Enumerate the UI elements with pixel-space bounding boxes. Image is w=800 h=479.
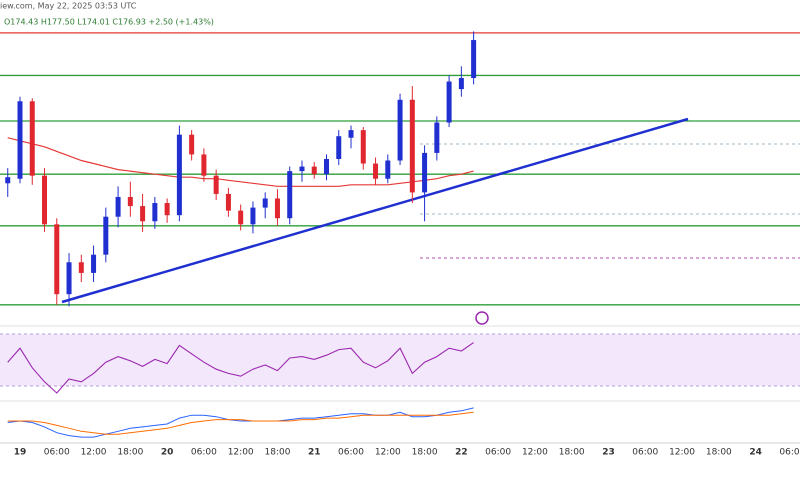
candle-body — [385, 160, 391, 179]
x-tick-label: 06:00 — [485, 448, 511, 458]
candle-body — [29, 101, 35, 176]
candle-body — [201, 154, 207, 176]
candle-body — [397, 99, 403, 161]
candle-body — [360, 130, 366, 164]
x-tick-label: 18:00 — [559, 448, 585, 458]
candle-body — [176, 134, 182, 216]
moving-average — [7, 137, 474, 187]
macd-line — [7, 407, 474, 438]
candle-body — [250, 207, 256, 225]
candle-body — [274, 198, 280, 219]
ohlc-text: O174.43 H177.50 L174.01 C176.93 +2.50 (+… — [4, 18, 214, 27]
x-tick-label: 21 — [308, 448, 321, 458]
candle-body — [348, 130, 354, 138]
candle-body — [409, 99, 415, 193]
candle-body — [213, 175, 219, 194]
x-tick-label: 06:00 — [44, 448, 70, 458]
candle-body — [164, 203, 170, 216]
x-tick-label: 22 — [455, 448, 468, 458]
candle-body — [152, 203, 158, 222]
x-tick-label: 18:00 — [264, 448, 290, 458]
candle-body — [238, 210, 244, 225]
candle-body — [17, 101, 23, 179]
x-tick-label: 12:00 — [375, 448, 401, 458]
x-tick-label: 20 — [161, 448, 174, 458]
candle-body — [54, 224, 60, 295]
x-tick-label: 12:00 — [669, 448, 695, 458]
candle-body — [127, 196, 133, 207]
candle-body — [287, 171, 293, 219]
x-tick-label: 24 — [749, 448, 762, 458]
rsi-band — [0, 334, 800, 386]
x-tick-label: 12:00 — [522, 448, 548, 458]
x-tick-label: 06:00 — [338, 448, 364, 458]
trendline — [61, 117, 689, 304]
candle-body — [458, 78, 464, 90]
candle-body — [140, 206, 146, 222]
rsi-line — [7, 342, 474, 394]
x-tick-label: 12:00 — [81, 448, 107, 458]
candle-body — [262, 198, 268, 208]
x-tick-label: 06:00 — [632, 448, 658, 458]
candle-body — [471, 40, 477, 79]
candle-body — [42, 175, 48, 225]
x-tick-label: 19 — [14, 448, 27, 458]
candle-body — [324, 158, 329, 175]
x-tick-label: 12:00 — [228, 448, 254, 458]
candle-body — [311, 166, 317, 175]
candle-body — [299, 166, 305, 172]
source-text: iew.com, May 22, 2025 03:53 UTC — [0, 2, 137, 11]
event-icon[interactable] — [475, 311, 489, 325]
x-tick-label: 18:00 — [412, 448, 438, 458]
candle-body — [66, 262, 72, 295]
x-tick-label: 18:00 — [117, 448, 143, 458]
x-tick-label: 23 — [602, 448, 615, 458]
candle-body — [446, 81, 452, 123]
x-tick-label: 18:00 — [706, 448, 732, 458]
candle-body — [225, 193, 231, 211]
candle-body — [78, 262, 84, 273]
candle-body — [91, 254, 97, 273]
x-tick-label: 06:00 — [191, 448, 217, 458]
x-tick-label: 06:00 — [779, 448, 800, 458]
candle-body — [103, 216, 109, 255]
candle-body — [5, 177, 11, 184]
candle-body — [336, 136, 342, 159]
candle-body — [115, 196, 121, 217]
candle-body — [189, 134, 195, 155]
candle-body — [422, 152, 428, 193]
signal-line — [7, 411, 474, 435]
candle-body — [373, 163, 379, 179]
candle-body — [434, 122, 440, 153]
